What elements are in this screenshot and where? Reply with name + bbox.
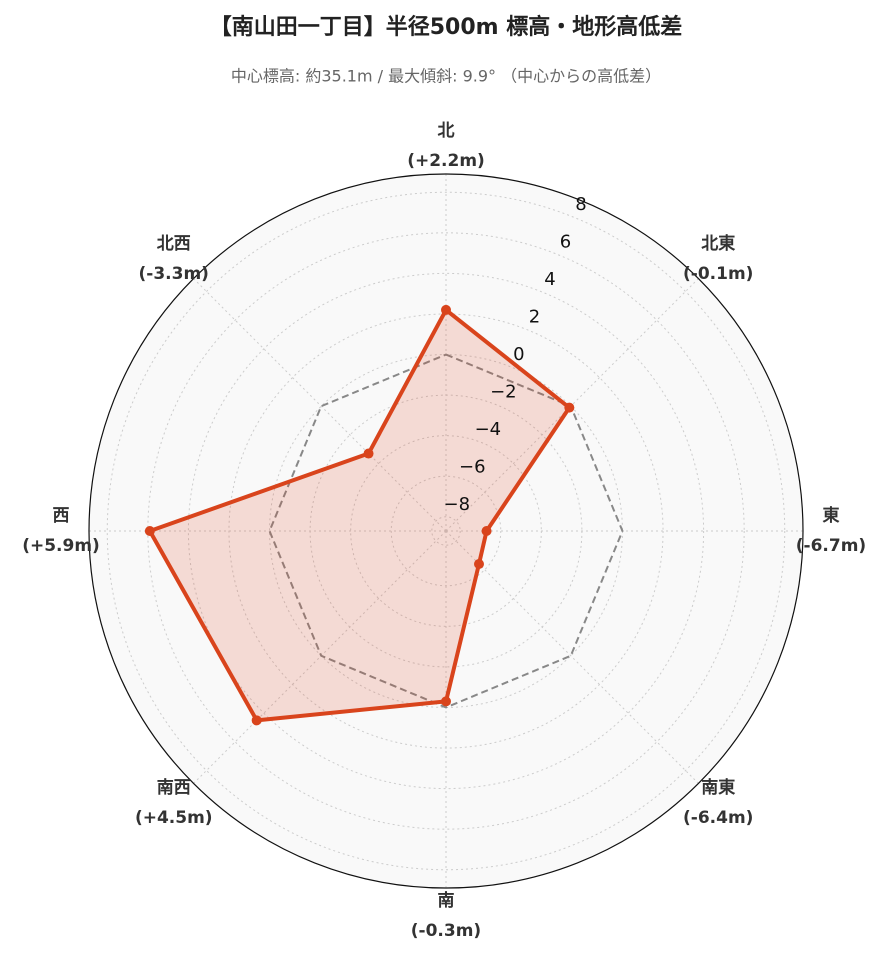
- r-tick-label: −8: [444, 494, 471, 515]
- grid-ring: [187, 272, 705, 790]
- value-label: (+4.5m): [135, 808, 213, 828]
- data-point: [363, 448, 374, 459]
- data-point: [441, 696, 451, 707]
- value-label: (-3.3m): [139, 264, 209, 284]
- r-tick-label: 2: [529, 307, 540, 328]
- data-point: [441, 304, 451, 315]
- r-tick-label: −6: [459, 456, 486, 477]
- chart-title: 【南山田一丁目】半径500m 標高・地形高低差: [210, 14, 683, 40]
- data-point: [564, 402, 575, 413]
- category-label: 北西: [157, 234, 191, 254]
- data-point: [144, 526, 155, 536]
- r-tick-label: −4: [475, 419, 502, 440]
- category-label: 西: [53, 506, 70, 526]
- r-tick-label: 0: [513, 344, 524, 365]
- reference-line: [268, 353, 624, 709]
- data-point: [473, 558, 484, 569]
- category-label: 南: [438, 890, 455, 911]
- data-point: [481, 526, 492, 536]
- category-label: 北: [438, 121, 455, 141]
- data-point: [251, 715, 262, 726]
- plot-border: [88, 173, 804, 889]
- r-tick-label: 8: [575, 194, 586, 215]
- category-label: 北東: [701, 233, 735, 254]
- r-tick-label: −2: [490, 382, 517, 403]
- category-label: 南西: [157, 777, 191, 798]
- category-label: 東: [823, 505, 840, 526]
- value-label: (-6.4m): [683, 808, 753, 828]
- r-tick-label: 6: [560, 232, 571, 253]
- category-label: 南東: [701, 777, 735, 798]
- r-tick-label: 4: [544, 269, 555, 290]
- chart-subtitle: 中心標高: 約35.1m / 最大傾斜: 9.9° （中心からの高低差）: [231, 67, 661, 86]
- value-label: (-0.3m): [411, 921, 481, 941]
- value-label: (-0.1m): [683, 264, 753, 284]
- value-label: (+5.9m): [22, 536, 100, 556]
- grid-ring: [106, 191, 786, 871]
- value-label: (+2.2m): [407, 151, 485, 171]
- grid-ring: [228, 313, 664, 749]
- grid-ring: [390, 475, 502, 587]
- grid-ring: [431, 516, 461, 546]
- value-label: (-6.7m): [796, 536, 866, 556]
